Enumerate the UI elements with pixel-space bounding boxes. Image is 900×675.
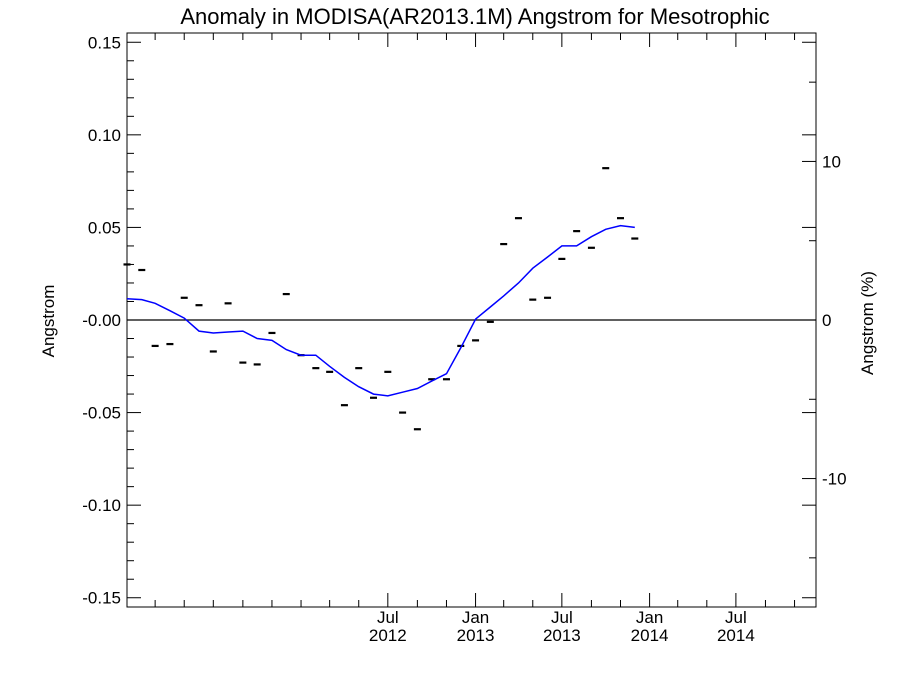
series-group xyxy=(123,167,639,431)
x-tick-label-year: 2014 xyxy=(717,626,755,645)
x-tick-label-year: 2014 xyxy=(631,626,669,645)
y-tick-label-left: 0.10 xyxy=(88,126,121,145)
x-tick-label-month: Jul xyxy=(551,608,573,627)
y-tick-label-left: -0.15 xyxy=(82,589,121,608)
x-tick-label-year: 2012 xyxy=(369,626,407,645)
y-tick-label-right: 0 xyxy=(822,311,831,330)
axes-group: 0.15 0.10 0.05 -0.00 -0.05 -0.10 -0.15 10 0 -10 Ju… xyxy=(82,33,847,645)
chart-title: Anomaly in MODISA(AR2013.1M) Angstrom fo… xyxy=(180,4,769,29)
x-tick-label-month: Jul xyxy=(725,608,747,627)
y-tick-label-right: 10 xyxy=(822,152,841,171)
x-tick-label-year: 2013 xyxy=(543,626,581,645)
y-tick-label-left: 0.15 xyxy=(88,33,121,52)
y-axis-label-right: Angstrom (%) xyxy=(858,271,877,375)
y-tick-label-left: -0.10 xyxy=(82,496,121,515)
x-tick-label-year: 2013 xyxy=(457,626,495,645)
x-tick-label-month: Jan xyxy=(462,608,489,627)
x-tick-label-month: Jan xyxy=(636,608,663,627)
y-tick-label-left: 0.05 xyxy=(88,218,121,237)
x-tick-label-month: Jul xyxy=(377,608,399,627)
y-tick-label-left: -0.00 xyxy=(82,311,121,330)
y-axis-label-left: Angstrom xyxy=(39,285,58,358)
y-tick-label-left: -0.05 xyxy=(82,404,121,423)
running-mean-line xyxy=(126,224,635,397)
y-tick-label-right: -10 xyxy=(822,470,847,489)
